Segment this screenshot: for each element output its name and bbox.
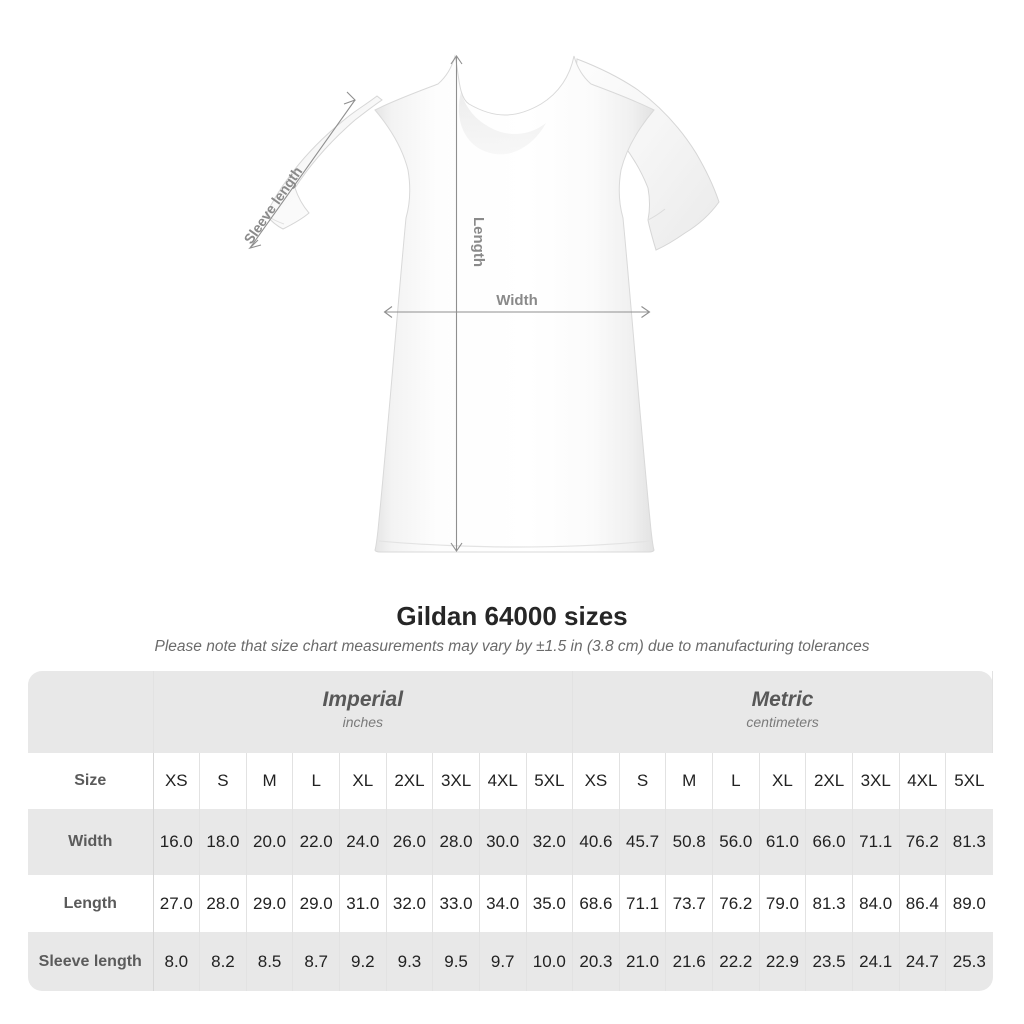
svg-text:Length: Length xyxy=(470,217,487,267)
svg-text:Width: Width xyxy=(496,292,538,309)
